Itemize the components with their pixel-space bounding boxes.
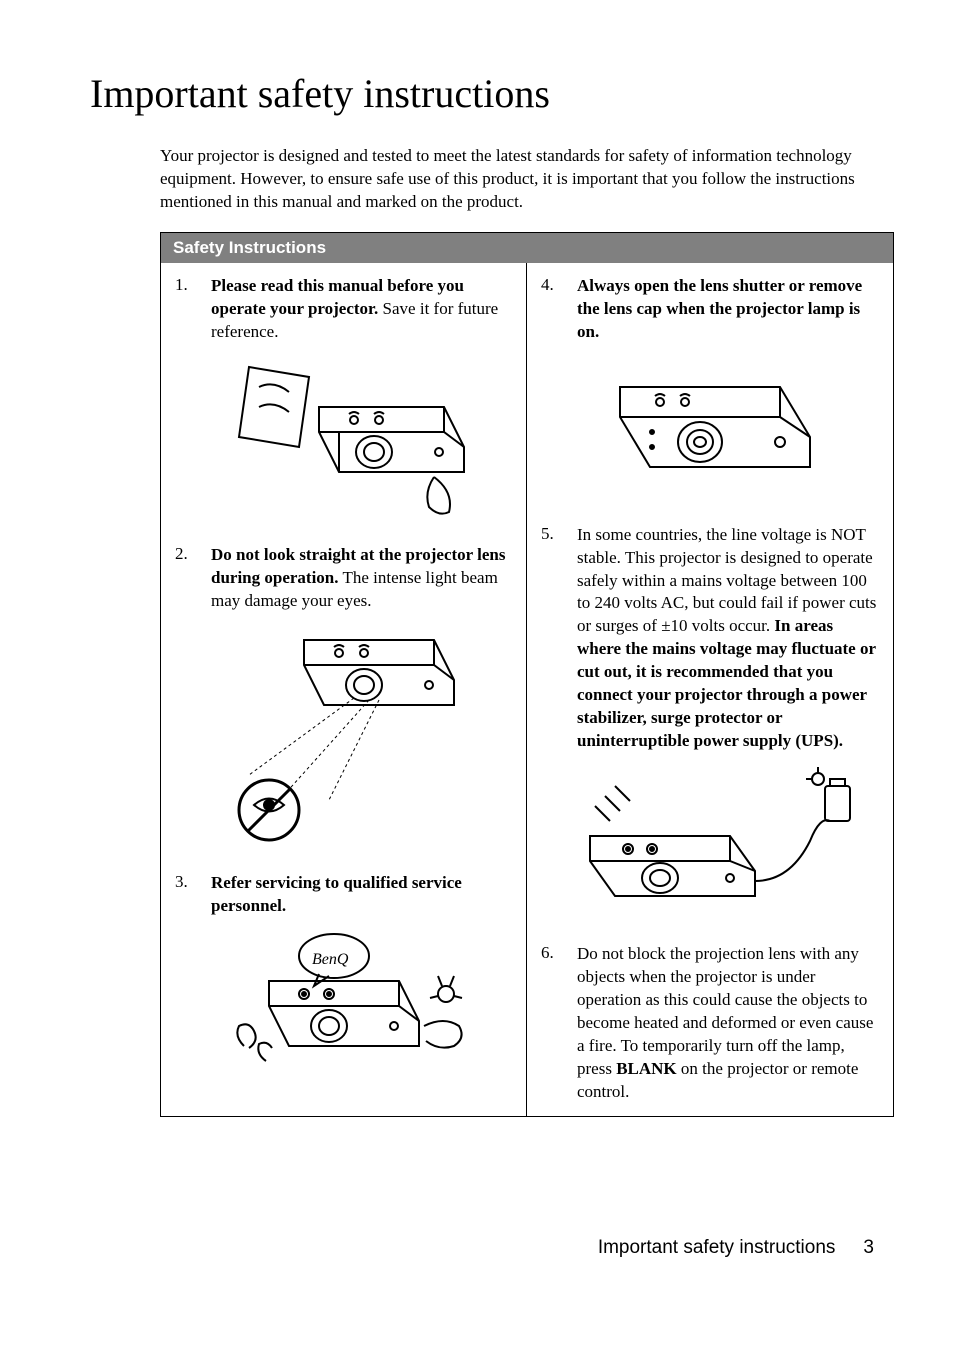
bold-text: Refer servicing to qualified service per…	[211, 873, 462, 915]
item-text: Refer servicing to qualified service per…	[211, 872, 512, 918]
item-text: In some countries, the line voltage is N…	[577, 524, 879, 753]
instruction-4: 4. Always open the lens shutter or remov…	[541, 275, 879, 344]
item-number: 1.	[175, 275, 211, 344]
item-number: 5.	[541, 524, 577, 753]
bold-text: BLANK	[616, 1059, 676, 1078]
instruction-6: 6. Do not block the projection lens with…	[541, 943, 879, 1104]
projector-ups-illustration	[541, 761, 879, 921]
right-column: 4. Always open the lens shutter or remov…	[527, 263, 893, 1116]
item-number: 3.	[175, 872, 211, 918]
projector-service-illustration: BenQ	[175, 926, 512, 1096]
page-title: Important safety instructions	[90, 70, 894, 117]
item-text: Do not look straight at the projector le…	[211, 544, 512, 613]
item-number: 4.	[541, 275, 577, 344]
item-number: 2.	[175, 544, 211, 613]
intro-paragraph: Your projector is designed and tested to…	[160, 145, 874, 214]
projector-manual-illustration	[175, 352, 512, 522]
projector-lens-open-illustration	[541, 352, 879, 502]
instruction-3: 3. Refer servicing to qualified service …	[175, 872, 512, 918]
item-text: Do not block the projection lens with an…	[577, 943, 879, 1104]
page-footer: Important safety instructions 3	[60, 1237, 894, 1259]
projector-eye-warning-illustration	[175, 620, 512, 850]
instruction-2: 2. Do not look straight at the projector…	[175, 544, 512, 613]
item-text: Please read this manual before you opera…	[211, 275, 512, 344]
item-number: 6.	[541, 943, 577, 1104]
instruction-5: 5. In some countries, the line voltage i…	[541, 524, 879, 753]
box-header: Safety Instructions	[161, 233, 893, 263]
svg-text:BenQ: BenQ	[312, 951, 349, 968]
safety-instructions-box: Safety Instructions 1. Please read this …	[160, 232, 894, 1117]
pre-text: Do not block the projection lens with an…	[577, 944, 873, 1078]
footer-label: Important safety instructions	[598, 1237, 836, 1259]
instruction-1: 1. Please read this manual before you op…	[175, 275, 512, 344]
item-text: Always open the lens shutter or remove t…	[577, 275, 879, 344]
page-number: 3	[863, 1237, 874, 1259]
left-column: 1. Please read this manual before you op…	[161, 263, 527, 1116]
bold-text: In areas where the mains voltage may flu…	[577, 616, 876, 750]
columns: 1. Please read this manual before you op…	[161, 263, 893, 1116]
bold-text: Always open the lens shutter or remove t…	[577, 276, 862, 341]
